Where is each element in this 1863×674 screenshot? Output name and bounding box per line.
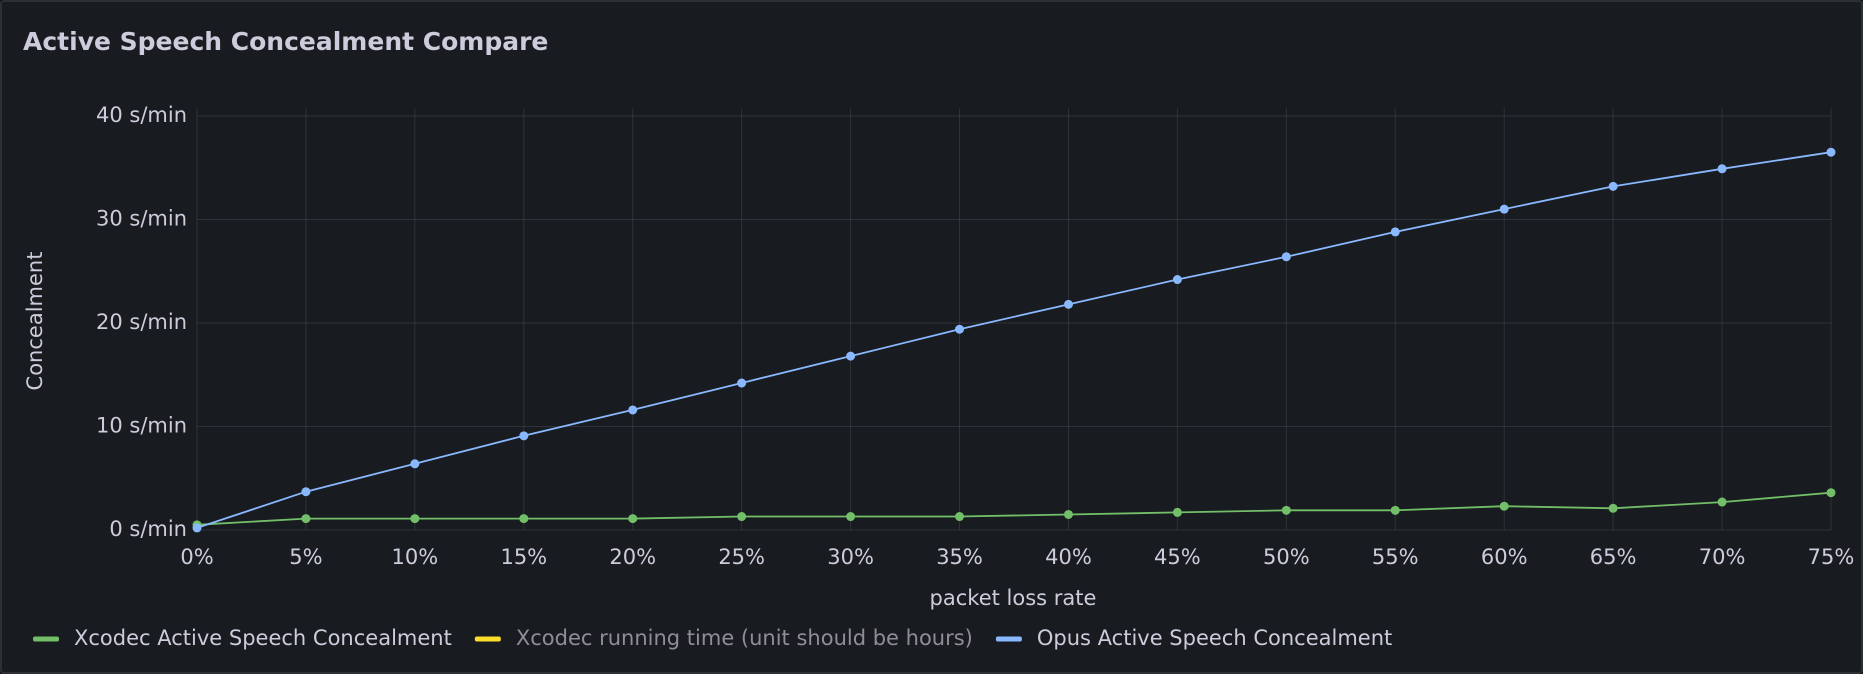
data-point bbox=[1717, 164, 1727, 174]
x-tick-label: 20% bbox=[609, 545, 656, 569]
data-point bbox=[1826, 488, 1836, 498]
data-point bbox=[1063, 299, 1073, 309]
x-tick-label: 10% bbox=[392, 545, 439, 569]
x-tick-label: 35% bbox=[936, 545, 983, 569]
legend-label[interactable]: Xcodec Active Speech Concealment bbox=[74, 626, 452, 650]
data-point bbox=[192, 523, 202, 533]
x-tick-label: 0% bbox=[180, 545, 213, 569]
y-axis-label: Concealment bbox=[23, 252, 47, 391]
legend-swatch bbox=[33, 636, 59, 642]
y-tick-label: 30 s/min bbox=[96, 207, 187, 231]
legend-label[interactable]: Opus Active Speech Concealment bbox=[1037, 626, 1392, 650]
y-tick-label: 10 s/min bbox=[96, 414, 187, 438]
y-tick-label: 0 s/min bbox=[109, 517, 187, 541]
data-point bbox=[737, 512, 747, 522]
x-tick-label: 55% bbox=[1372, 545, 1419, 569]
data-point bbox=[955, 512, 965, 522]
x-tick-label: 70% bbox=[1699, 545, 1746, 569]
data-point bbox=[410, 514, 420, 524]
data-point bbox=[737, 378, 747, 388]
x-tick-label: 65% bbox=[1590, 545, 1637, 569]
data-point bbox=[846, 351, 856, 361]
data-point bbox=[1281, 252, 1291, 262]
data-point bbox=[519, 514, 529, 524]
data-point bbox=[1390, 505, 1400, 515]
x-tick-label: 40% bbox=[1045, 545, 1092, 569]
data-point bbox=[846, 512, 856, 522]
data-point bbox=[1499, 204, 1509, 214]
y-tick-label: 20 s/min bbox=[96, 310, 187, 334]
data-point bbox=[1499, 501, 1509, 511]
legend-swatch bbox=[995, 636, 1022, 642]
data-point bbox=[1608, 181, 1618, 191]
data-point bbox=[1826, 147, 1836, 157]
x-tick-label: 25% bbox=[718, 545, 765, 569]
x-tick-label: 75% bbox=[1808, 545, 1855, 569]
x-tick-label: 50% bbox=[1263, 545, 1310, 569]
data-point bbox=[1717, 497, 1727, 507]
data-point bbox=[1063, 509, 1073, 519]
data-point bbox=[410, 459, 420, 469]
data-point bbox=[955, 324, 965, 334]
x-tick-label: 30% bbox=[827, 545, 874, 569]
legend-swatch bbox=[474, 636, 501, 642]
data-point bbox=[1172, 507, 1182, 517]
data-point bbox=[1281, 505, 1291, 515]
y-tick-label: 40 s/min bbox=[96, 103, 187, 127]
data-point bbox=[1172, 275, 1182, 285]
x-tick-label: 15% bbox=[500, 545, 547, 569]
series-line bbox=[196, 151, 1832, 529]
data-point bbox=[301, 487, 311, 497]
x-tick-label: 45% bbox=[1154, 545, 1201, 569]
x-tick-label: 5% bbox=[289, 545, 322, 569]
data-point bbox=[1608, 503, 1618, 513]
x-axis-label: packet loss rate bbox=[930, 586, 1097, 610]
series-line bbox=[196, 491, 1832, 526]
panel-title: Active Speech Concealment Compare bbox=[23, 27, 548, 56]
data-point bbox=[628, 405, 638, 415]
data-point bbox=[301, 514, 311, 524]
data-point bbox=[1390, 227, 1400, 237]
x-tick-label: 60% bbox=[1481, 545, 1528, 569]
legend-label[interactable]: Xcodec running time (unit should be hour… bbox=[516, 626, 973, 650]
data-point bbox=[519, 431, 529, 441]
data-point bbox=[628, 514, 638, 524]
